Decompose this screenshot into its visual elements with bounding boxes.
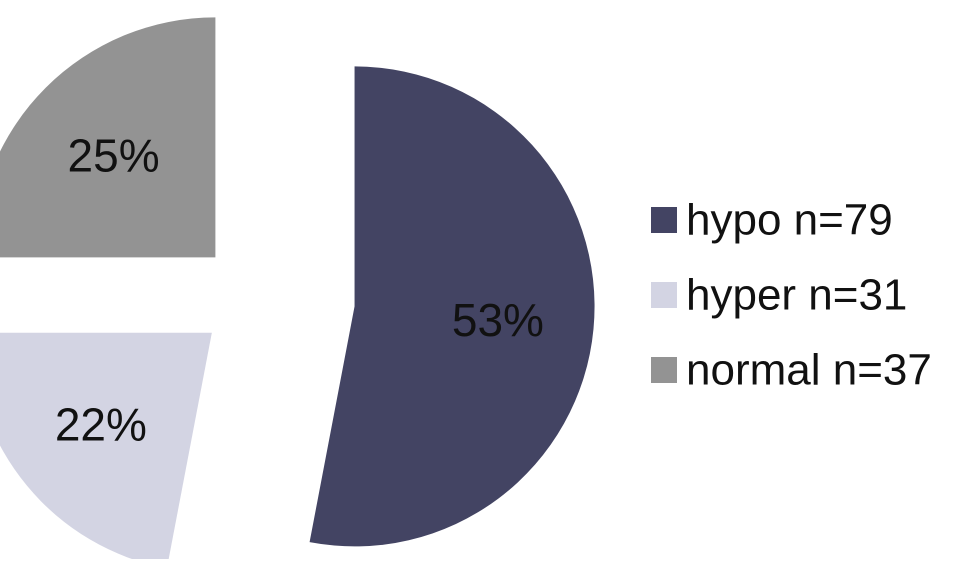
pie-slice-hyper: [0, 332, 212, 564]
legend-label-hyper: hyper n=31: [686, 271, 907, 320]
slice-label-normal: 25%: [68, 130, 160, 182]
pie-slice-hypo: [309, 66, 595, 547]
slice-label-hypo: 53%: [452, 294, 544, 346]
chart-legend: hypo n=79 hyper n=31 normal n=37: [651, 196, 932, 395]
pie-slice-labels: 53% 22% 25%: [55, 130, 544, 451]
legend-swatch-hypo: [651, 207, 677, 233]
slice-label-hyper: 22%: [55, 398, 147, 450]
legend-label-hypo: hypo n=79: [686, 196, 893, 245]
legend-swatch-hyper: [651, 282, 677, 308]
legend-label-normal: normal n=37: [686, 346, 932, 395]
pie-slice-normal: [0, 17, 216, 258]
legend-swatch-normal: [651, 357, 677, 383]
pie-slices: [0, 17, 595, 564]
